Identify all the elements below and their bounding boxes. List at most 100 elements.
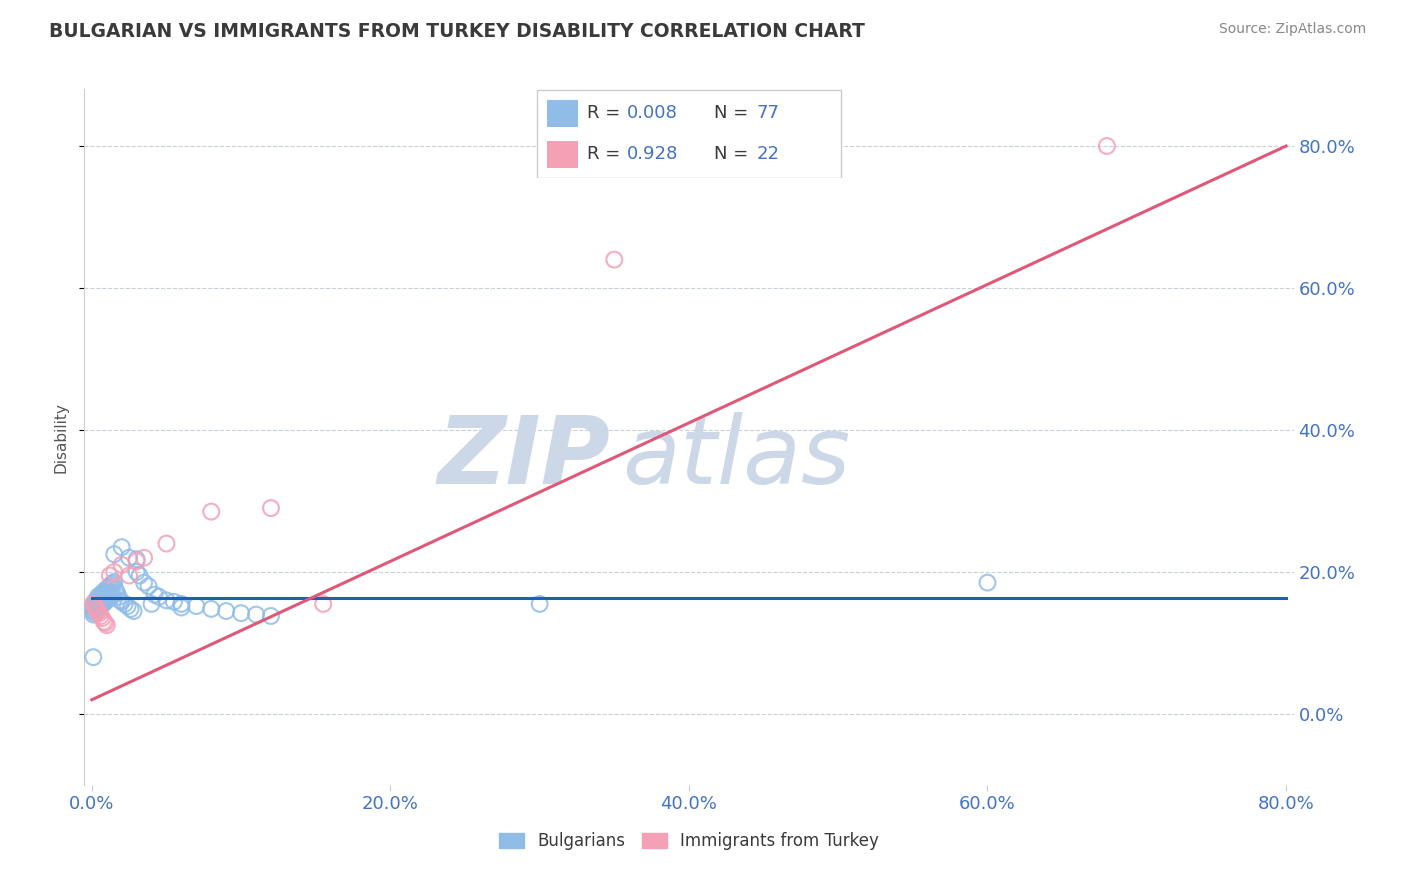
- Point: [91, 598, 114, 612]
- Point: [141, 597, 163, 611]
- Point: [170, 597, 193, 611]
- Point: [82, 604, 104, 618]
- Point: [94, 588, 117, 602]
- Point: [82, 650, 104, 665]
- Point: [98, 585, 121, 599]
- Point: [155, 536, 177, 550]
- Point: [117, 599, 139, 613]
- Point: [89, 597, 111, 611]
- Point: [132, 550, 155, 565]
- Point: [90, 588, 112, 602]
- Text: 0.008: 0.008: [627, 104, 678, 122]
- Point: [122, 604, 145, 618]
- Text: N =: N =: [714, 145, 754, 163]
- Point: [108, 593, 131, 607]
- Point: [312, 597, 335, 611]
- Point: [215, 604, 238, 618]
- Point: [128, 568, 150, 582]
- Point: [125, 554, 148, 568]
- Point: [91, 611, 114, 625]
- Point: [93, 590, 115, 604]
- Point: [103, 565, 125, 579]
- Point: [148, 590, 170, 604]
- Point: [90, 593, 112, 607]
- Point: [976, 575, 998, 590]
- Text: R =: R =: [586, 145, 626, 163]
- Point: [83, 606, 105, 620]
- Point: [90, 599, 112, 613]
- Point: [90, 609, 112, 624]
- Point: [125, 565, 148, 579]
- Point: [84, 600, 107, 615]
- Point: [87, 602, 110, 616]
- Text: 0.928: 0.928: [627, 145, 679, 163]
- Point: [98, 568, 121, 582]
- Point: [1095, 139, 1118, 153]
- Point: [200, 505, 222, 519]
- Point: [529, 597, 551, 611]
- Text: BULGARIAN VS IMMIGRANTS FROM TURKEY DISABILITY CORRELATION CHART: BULGARIAN VS IMMIGRANTS FROM TURKEY DISA…: [49, 22, 865, 41]
- Point: [107, 590, 129, 604]
- Y-axis label: Disability: Disability: [53, 401, 69, 473]
- Point: [100, 589, 122, 603]
- Legend: Bulgarians, Immigrants from Turkey: Bulgarians, Immigrants from Turkey: [492, 825, 886, 856]
- Point: [101, 576, 124, 591]
- Point: [93, 585, 115, 599]
- Point: [603, 252, 626, 267]
- Point: [100, 578, 122, 592]
- Point: [96, 593, 118, 607]
- Point: [155, 593, 177, 607]
- Point: [83, 602, 105, 616]
- Point: [87, 604, 110, 618]
- Point: [84, 604, 107, 618]
- Point: [82, 600, 104, 615]
- Point: [93, 615, 115, 629]
- Point: [260, 609, 283, 624]
- Text: 22: 22: [756, 145, 780, 163]
- Point: [97, 591, 120, 606]
- Point: [143, 588, 166, 602]
- Text: R =: R =: [586, 104, 626, 122]
- Point: [96, 588, 118, 602]
- Text: ZIP: ZIP: [437, 412, 610, 504]
- Point: [82, 607, 104, 622]
- Point: [114, 597, 136, 611]
- Point: [120, 602, 142, 616]
- Point: [94, 583, 117, 598]
- Bar: [547, 100, 578, 127]
- Point: [103, 574, 125, 589]
- Point: [97, 586, 120, 600]
- Point: [101, 588, 124, 602]
- Point: [83, 595, 105, 609]
- Point: [91, 586, 114, 600]
- Bar: [547, 141, 578, 168]
- Point: [96, 618, 118, 632]
- Point: [98, 579, 121, 593]
- Point: [186, 599, 208, 613]
- Point: [84, 597, 107, 611]
- Point: [104, 582, 127, 597]
- Point: [82, 597, 104, 611]
- Point: [93, 596, 115, 610]
- Point: [125, 552, 148, 566]
- Text: atlas: atlas: [623, 412, 851, 503]
- Point: [84, 593, 107, 607]
- Point: [111, 595, 134, 609]
- Point: [89, 600, 111, 615]
- FancyBboxPatch shape: [537, 90, 841, 178]
- Text: Source: ZipAtlas.com: Source: ZipAtlas.com: [1219, 22, 1367, 37]
- Point: [170, 600, 193, 615]
- Point: [111, 540, 134, 554]
- Point: [163, 595, 186, 609]
- Point: [103, 547, 125, 561]
- Point: [138, 579, 160, 593]
- Point: [87, 595, 110, 609]
- Point: [98, 591, 121, 605]
- Point: [229, 606, 252, 620]
- Point: [245, 607, 267, 622]
- Point: [83, 599, 105, 613]
- Point: [111, 558, 134, 572]
- Point: [83, 599, 105, 613]
- Point: [200, 602, 222, 616]
- Point: [91, 591, 114, 606]
